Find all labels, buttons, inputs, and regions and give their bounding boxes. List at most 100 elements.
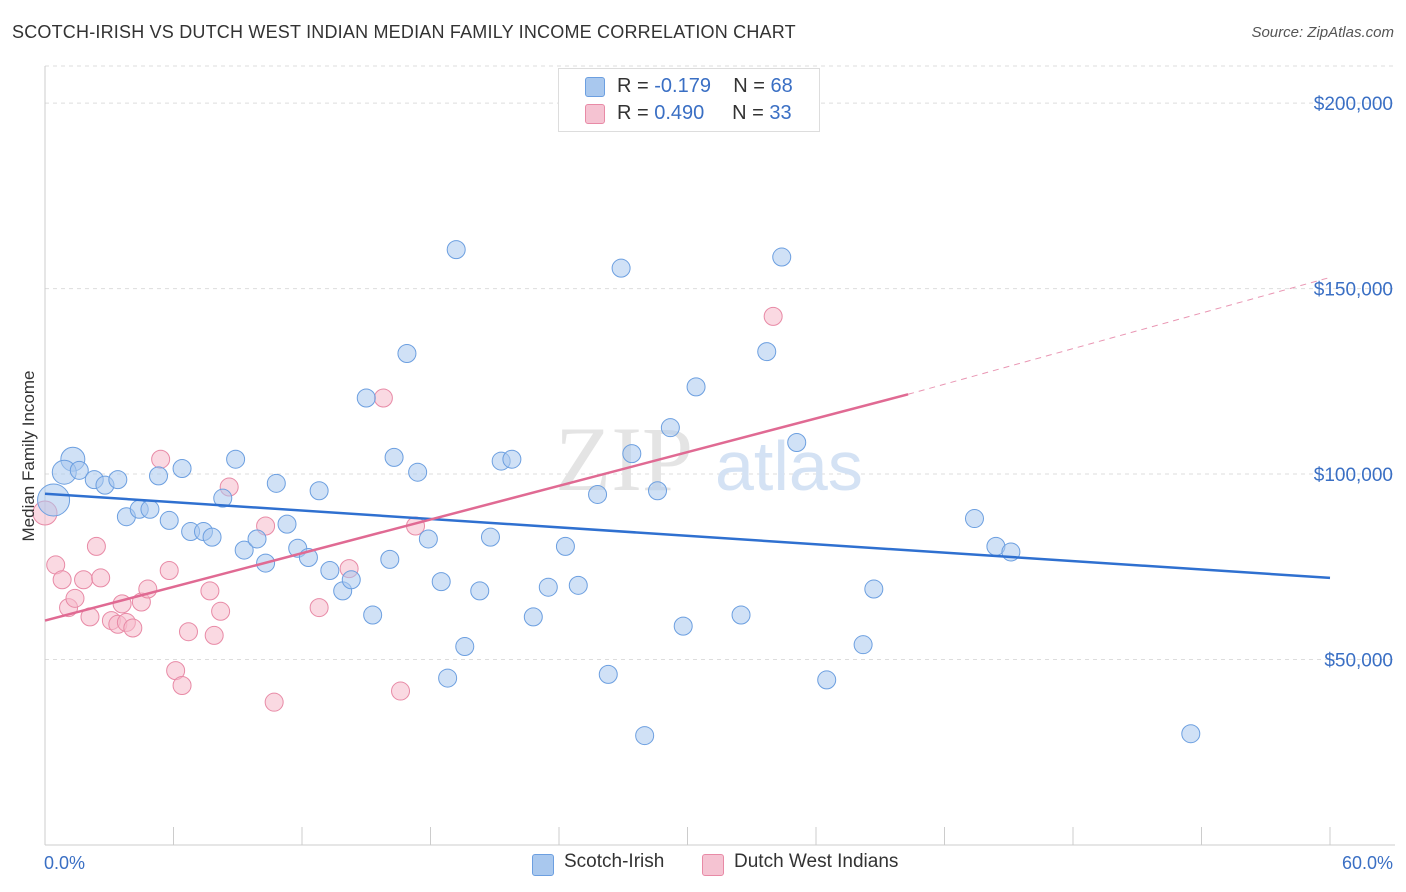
data-point [91,568,111,588]
data-point [247,529,267,549]
data-point [502,449,522,469]
r-value: 0.490 [654,102,705,124]
data-point [373,388,393,408]
data-point [363,605,383,625]
data-point [149,466,169,486]
data-point [635,726,655,746]
data-point [787,433,807,453]
data-point [264,692,284,712]
r-value: -0.179 [654,75,711,97]
data-point [446,240,466,260]
n-label: N = [732,102,764,124]
data-point [266,473,286,493]
data-point [123,618,143,638]
legend-swatch-pink [702,854,724,876]
legend-label: Dutch West Indians [734,851,899,872]
y-axis-title: Median Family Income [19,370,38,541]
x-tick-label: 0.0% [44,853,85,873]
axis-labels: $50,000 $100,000 $150,000 $200,000 0.0% 60.0%… [19,94,1393,873]
data-point [772,247,792,267]
r-label: R = [617,75,649,97]
scotch-irish-points [37,240,1201,746]
data-point [356,388,376,408]
data-point [864,579,884,599]
n-value: 33 [769,102,792,124]
data-point [384,447,404,467]
data-point [172,458,192,478]
data-point [470,581,490,601]
data-point [213,488,233,508]
chart-title: SCOTCH-IRISH VS DUTCH WEST INDIAN MEDIAN… [12,22,796,42]
data-point [108,470,128,490]
data-point [69,460,89,480]
y-tick-label: $200,000 [1314,94,1393,115]
axes [44,66,1395,846]
data-point [380,549,400,569]
data-point [853,635,873,655]
data-point [309,598,329,618]
trend-lines [44,276,1331,622]
trend-line-extension [907,276,1331,395]
data-point [65,588,85,608]
data-point [648,481,668,501]
y-tick-label: $150,000 [1314,280,1393,301]
correlation-legend: R = -0.179 N = 68 R = 0.490 N = 33 [558,68,820,132]
data-point [964,509,984,529]
data-point [673,616,693,636]
data-point [226,449,246,469]
y-tick-label: $100,000 [1314,465,1393,486]
data-point [1181,724,1201,744]
data-point [178,622,198,642]
data-point [622,444,642,464]
source-note: Source: ZipAtlas.com [1251,24,1394,41]
data-point [555,536,575,556]
trend-line-dutch-west-indians [44,393,909,622]
data-point [538,577,558,597]
data-point [418,529,438,549]
n-label: N = [733,75,765,97]
data-point [341,570,361,590]
trend-line-scotch-irish [44,492,1331,580]
data-point [234,540,254,560]
data-point [37,483,71,517]
y-tick-label: $50,000 [1324,651,1393,672]
data-point [731,605,751,625]
data-point [204,625,224,645]
data-point [523,607,543,627]
data-point [763,306,783,326]
data-point [211,601,231,621]
data-point [408,462,428,482]
legend-swatch-blue [532,854,554,876]
data-point [438,668,458,688]
data-point [277,514,297,534]
data-point [686,377,706,397]
legend-swatch-blue [585,77,605,97]
data-point [320,560,340,580]
data-point [480,527,500,547]
n-value: 68 [770,75,793,97]
data-point [611,258,631,278]
data-point [391,681,411,701]
x-tick-label: 60.0% [1342,853,1393,873]
data-point [172,675,192,695]
data-point [588,484,608,504]
data-point [660,418,680,438]
data-point [598,664,618,684]
data-point [159,510,179,530]
data-point [200,581,220,601]
data-point [568,575,588,595]
data-point [757,342,777,362]
data-point [140,499,160,519]
data-point [397,343,417,363]
grid-lines [45,65,1395,661]
data-point [159,560,179,580]
data-point [455,637,475,657]
data-point [86,536,106,556]
legend-swatch-pink [585,104,605,124]
data-point [151,449,171,469]
data-point [52,570,72,590]
r-label: R = [617,102,649,124]
data-point [202,527,222,547]
data-point [309,481,329,501]
